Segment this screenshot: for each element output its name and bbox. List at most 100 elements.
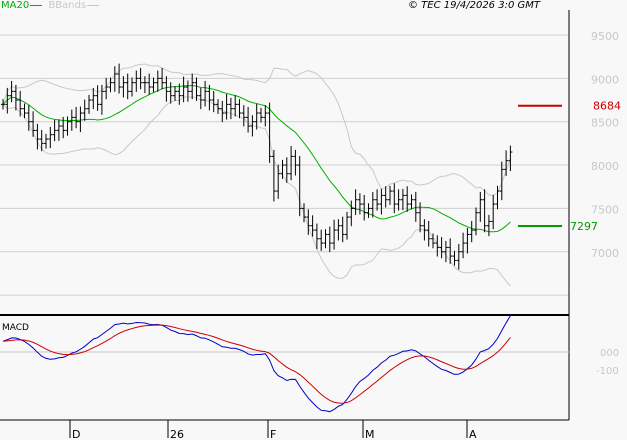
ohlc-bar xyxy=(61,116,66,139)
level-label-support: 7297 xyxy=(570,220,598,233)
ohlc-bar xyxy=(499,161,504,201)
ohlc-bar xyxy=(267,102,272,163)
ohlc-bar xyxy=(478,191,483,222)
ohlc-bar xyxy=(495,185,500,210)
x-tick-label: A xyxy=(469,428,477,440)
ohlc-bar xyxy=(284,157,289,183)
y-tick-label: 9000 xyxy=(591,73,619,86)
ohlc-bar xyxy=(392,183,397,214)
ohlc-bar xyxy=(422,219,427,241)
ohlc-bar xyxy=(130,77,134,97)
ohlc-bar xyxy=(431,233,435,249)
ohlc-bar xyxy=(340,216,345,243)
x-tick-label: D xyxy=(72,428,80,440)
ohlc-bar xyxy=(65,116,70,136)
ohlc-bar xyxy=(168,82,173,104)
ohlc-bar xyxy=(366,203,371,218)
ohlc-bar xyxy=(254,103,259,130)
ohlc-bar xyxy=(396,189,401,211)
ohlc-bar xyxy=(104,77,109,100)
ohlc-bar xyxy=(250,115,255,137)
ohlc-bar xyxy=(306,209,311,235)
ohlc-bar xyxy=(336,219,341,241)
x-tick-label: 26 xyxy=(170,428,184,440)
ohlc-bar xyxy=(164,76,169,102)
ohlc-bar xyxy=(18,90,23,117)
legend-bbands-swatch xyxy=(87,4,100,6)
ohlc-bar xyxy=(504,150,509,176)
ohlc-bar xyxy=(310,215,315,237)
ohlc-bar xyxy=(297,155,302,217)
macd-title: MACD xyxy=(2,323,29,333)
y-tick-label: 8000 xyxy=(591,160,619,173)
ohlc-bar xyxy=(117,63,122,94)
ohlc-bar xyxy=(388,185,392,205)
ohlc-bar xyxy=(108,77,113,93)
ohlc-bar xyxy=(237,99,242,119)
bband-upper xyxy=(2,63,511,196)
ohlc-bar xyxy=(370,191,375,218)
level-label-resistance: 8684 xyxy=(593,100,621,113)
ohlc-bar xyxy=(349,200,354,227)
ohlc-bar xyxy=(211,90,216,113)
legend: MA20 BBands xyxy=(1,0,100,11)
ohlc-bar xyxy=(26,105,31,131)
ohlc-bar xyxy=(362,194,367,221)
ohlc-bar xyxy=(302,203,306,223)
ohlc-bar xyxy=(357,193,362,215)
ohlc-bar xyxy=(456,243,461,270)
ohlc-bar xyxy=(224,93,229,120)
ohlc-bar xyxy=(112,66,117,92)
macd-line xyxy=(2,315,511,413)
ohlc-bar xyxy=(400,188,405,211)
ohlc-bar xyxy=(69,109,74,131)
ohlc-bar xyxy=(241,105,246,127)
ohlc-bar xyxy=(314,223,319,250)
ohlc-bar xyxy=(327,226,332,253)
ohlc-bar xyxy=(177,83,182,105)
ohlc-bar xyxy=(426,220,431,247)
y-tick-label: 9500 xyxy=(591,30,619,43)
ohlc-bar xyxy=(35,123,40,150)
copyright: © TEC 19/4/2026 3:0 GMT xyxy=(408,0,540,11)
ohlc-bar xyxy=(44,133,48,149)
ohlc-bar xyxy=(56,119,61,141)
ohlc-bar xyxy=(345,211,349,240)
ohlc-bar xyxy=(353,189,358,215)
ohlc-bar xyxy=(134,70,139,92)
macd-tick-label: -100 xyxy=(596,366,619,377)
ohlc-bar xyxy=(319,229,324,251)
ohlc-bar xyxy=(469,220,474,243)
ohlc-bar xyxy=(207,84,212,111)
ohlc-bar xyxy=(220,100,225,123)
ohlc-bar xyxy=(259,107,263,123)
ohlc-bar xyxy=(185,80,190,102)
ohlc-bar xyxy=(289,145,294,181)
ohlc-bar xyxy=(138,67,143,90)
macd-tick-label: 000 xyxy=(600,348,619,359)
ohlc-bar xyxy=(435,235,440,257)
ohlc-bar xyxy=(439,237,444,259)
ohlc-bar xyxy=(31,111,36,137)
ohlc-bar xyxy=(22,103,27,119)
signal-line xyxy=(2,324,511,404)
ohlc-bar xyxy=(160,67,165,90)
ohlc-bar xyxy=(147,73,152,95)
ohlc-bar xyxy=(142,76,147,94)
ohlc-bar xyxy=(276,164,281,199)
legend-bbands: BBands xyxy=(48,0,87,11)
ohlc-bar xyxy=(125,73,130,100)
legend-ma20-swatch xyxy=(30,4,43,6)
y-tick-label: 8500 xyxy=(591,117,619,130)
ohlc-bar xyxy=(91,87,96,110)
ma20-line xyxy=(2,85,511,233)
y-tick-label: 7500 xyxy=(591,203,619,216)
ohlc-bar xyxy=(52,119,57,142)
ohlc-bar xyxy=(332,219,337,250)
ohlc-bar xyxy=(486,214,491,237)
ohlc-bar xyxy=(48,126,53,149)
ohlc-bar xyxy=(482,189,487,233)
ohlc-bar xyxy=(405,186,410,212)
ohlc-bar xyxy=(9,80,14,103)
